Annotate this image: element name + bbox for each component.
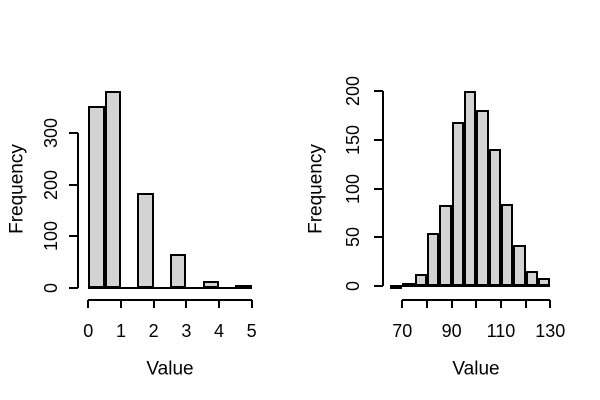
y-tick: [69, 183, 78, 186]
x-axis-line: [88, 299, 252, 301]
x-tick-label: 4: [214, 321, 225, 341]
x-tick: [218, 300, 221, 308]
x-tick: [425, 300, 428, 308]
y-tick-label: 200: [41, 169, 61, 200]
y-tick: [374, 285, 383, 287]
x-tick-label: 90: [441, 321, 462, 341]
y-tick-label: 0: [41, 282, 61, 294]
y-axis-title: Frequency: [6, 144, 28, 234]
y-tick: [374, 90, 383, 92]
histogram-bar: [202, 280, 219, 288]
histogram-bar: [500, 204, 514, 286]
histogram-bar: [137, 192, 154, 288]
y-tick: [374, 236, 383, 239]
y-tick-label: 100: [41, 221, 61, 252]
x-tick-label: 130: [535, 321, 566, 341]
y-tick-label: 0: [343, 280, 363, 292]
x-tick-label: 0: [83, 321, 94, 341]
histogram-bar: [439, 205, 452, 286]
x-tick-label: 70: [392, 321, 413, 341]
histogram-bar: [513, 245, 526, 286]
baseline: [88, 287, 252, 289]
y-tick: [69, 235, 78, 238]
x-tick: [401, 300, 404, 308]
histogram-bar: [451, 122, 464, 286]
y-tick: [374, 138, 383, 141]
histogram-bar: [170, 254, 187, 288]
y-tick-label: 300: [41, 117, 61, 149]
histogram-bar: [476, 109, 489, 286]
y-axis-title: Frequency: [305, 144, 327, 234]
y-tick: [374, 187, 383, 190]
y-tick-label: 150: [343, 124, 363, 155]
baseline: [389, 285, 551, 287]
x-tick: [524, 300, 527, 308]
histogram-bar: [488, 148, 501, 286]
x-tick: [152, 300, 155, 308]
x-tick: [119, 300, 122, 308]
y-tick: [69, 287, 78, 289]
x-tick: [549, 300, 552, 308]
x-tick-label: 3: [181, 321, 192, 341]
y-tick-label: 100: [343, 173, 363, 204]
histogram-bar: [88, 106, 105, 288]
histogram-bar: [463, 91, 477, 286]
x-tick-label: 110: [486, 321, 516, 341]
histogram-bar: [104, 90, 121, 288]
x-tick-label: 2: [148, 321, 159, 341]
histogram-bar: [525, 271, 538, 286]
x-tick-label: 1: [115, 321, 126, 341]
y-tick-label: 200: [343, 75, 363, 107]
x-tick-label: 5: [246, 321, 257, 341]
histogram-bar: [426, 233, 440, 286]
x-tick: [475, 300, 478, 308]
x-tick: [450, 300, 453, 308]
x-axis-title: Value: [146, 358, 194, 380]
x-tick: [499, 300, 502, 308]
x-axis-title: Value: [452, 358, 500, 380]
y-tick-label: 50: [343, 227, 363, 248]
y-axis-line: [382, 91, 384, 286]
x-tick: [250, 300, 253, 308]
y-axis-line: [77, 132, 79, 288]
x-tick: [87, 300, 90, 308]
y-tick: [69, 131, 78, 134]
x-tick: [185, 300, 188, 308]
